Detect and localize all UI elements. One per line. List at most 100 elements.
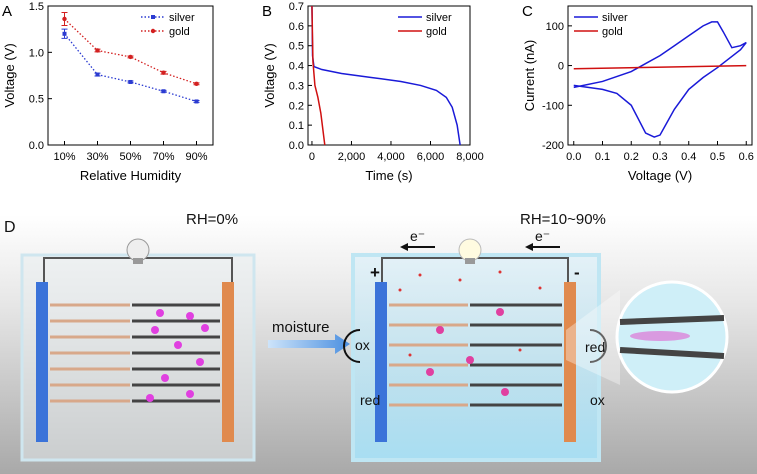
legend-label: silver [426, 12, 452, 24]
bulb-base [133, 258, 143, 264]
x-tick-label: 0.3 [652, 151, 667, 163]
marker [62, 16, 67, 22]
bulb [458, 238, 482, 262]
x-tick-label: 0.0 [566, 151, 581, 163]
marker [194, 99, 199, 104]
x-tick-label: 0.5 [710, 151, 725, 163]
schematic: D RH=0% RH=10~90% moisture e⁻ e⁻ + - ox … [0, 211, 757, 474]
plot-frame [567, 5, 753, 146]
marker [128, 54, 133, 60]
series-line [63, 33, 197, 103]
legend-label: gold [426, 26, 447, 38]
y-tick-label: 1.5 [29, 1, 44, 13]
container [351, 253, 601, 462]
condition-label: RH=0% [186, 211, 238, 228]
layers [50, 303, 220, 403]
redox-label: ox [355, 337, 370, 353]
marker [161, 70, 166, 75]
bulb [126, 238, 150, 262]
y-axis-label: Current (nA) [522, 40, 537, 112]
y-tick-label: 0.1 [289, 120, 304, 132]
redox-arrow [343, 329, 361, 363]
series-line [573, 64, 747, 70]
y-tick-label: 0.0 [29, 140, 44, 152]
legend-marker [151, 15, 155, 19]
zoom-layer [619, 347, 725, 359]
marker [62, 31, 67, 36]
y-tick-label: -100 [542, 100, 564, 112]
y-tick-label: 100 [546, 21, 564, 33]
panel-label: C [522, 3, 533, 20]
series-line [64, 18, 197, 85]
ions [146, 309, 209, 402]
electrode [564, 282, 576, 442]
redox-label: ox [590, 392, 605, 408]
marker [194, 81, 199, 87]
y-tick-label: 0.5 [29, 94, 44, 106]
series-line [311, 5, 326, 146]
ions [398, 270, 542, 396]
y-tick-label: 0.3 [289, 80, 304, 92]
y-tick-label: -200 [542, 140, 564, 152]
y-tick-label: 0.2 [289, 100, 304, 112]
legend-label: gold [169, 26, 190, 38]
x-axis-label: Voltage (V) [628, 168, 692, 183]
arrow [268, 334, 350, 354]
zoom-ions [630, 331, 690, 341]
zoom-beam [566, 290, 620, 385]
electron-label: e⁻ [535, 228, 550, 244]
y-tick-label: 0.0 [289, 140, 304, 152]
y-tick-label: 0.6 [289, 21, 304, 33]
x-tick-label: 70% [152, 151, 174, 163]
x-tick-label: 0.6 [739, 151, 754, 163]
x-axis-label: Time (s) [365, 168, 412, 183]
marker [161, 89, 166, 94]
y-tick-label: 0.7 [289, 1, 304, 13]
marker [95, 72, 100, 77]
electrode [375, 282, 387, 442]
panel-label: D [4, 219, 16, 236]
condition-label: RH=10~90% [520, 211, 606, 228]
x-tick-label: 0.1 [595, 151, 610, 163]
plot-frame [307, 5, 471, 146]
x-tick-label: 6,000 [417, 151, 445, 163]
x-tick-label: 50% [119, 151, 141, 163]
electron-arrowhead [525, 243, 533, 251]
x-tick-label: 8,000 [456, 151, 484, 163]
x-tick-label: 90% [185, 151, 207, 163]
redox-label: red [360, 392, 380, 408]
y-tick-label: 0.5 [289, 41, 304, 53]
x-tick-label: 4,000 [377, 151, 405, 163]
legend-label: silver [169, 12, 195, 24]
y-tick-label: 0 [558, 61, 564, 73]
legend-marker [150, 28, 156, 34]
panel-label: A [2, 3, 12, 20]
panel-label: B [262, 3, 272, 20]
x-tick-label: 30% [86, 151, 108, 163]
bulb-base [465, 258, 475, 264]
container [20, 253, 256, 462]
x-tick-label: 2,000 [338, 151, 366, 163]
x-tick-label: 0.2 [624, 151, 639, 163]
series-line [573, 21, 747, 138]
electron-label: e⁻ [410, 228, 425, 244]
redox-arrow [589, 329, 607, 363]
legend-label: gold [602, 26, 623, 38]
zoom-layer [619, 315, 725, 325]
electrode [222, 282, 234, 442]
marker [95, 48, 100, 53]
y-axis-label: Voltage (V) [2, 43, 17, 107]
marker [128, 79, 133, 84]
polarity-label: - [574, 263, 580, 282]
y-axis-label: Voltage (V) [262, 43, 277, 107]
redox-label: red [585, 339, 605, 355]
x-tick-label: 0.4 [681, 151, 696, 163]
y-tick-label: 1.0 [29, 47, 44, 59]
arrow-label: moisture [272, 319, 330, 336]
x-axis-label: Relative Humidity [80, 168, 182, 183]
x-tick-label: 0 [309, 151, 315, 163]
layers [389, 303, 562, 407]
y-tick-label: 0.4 [289, 61, 304, 73]
